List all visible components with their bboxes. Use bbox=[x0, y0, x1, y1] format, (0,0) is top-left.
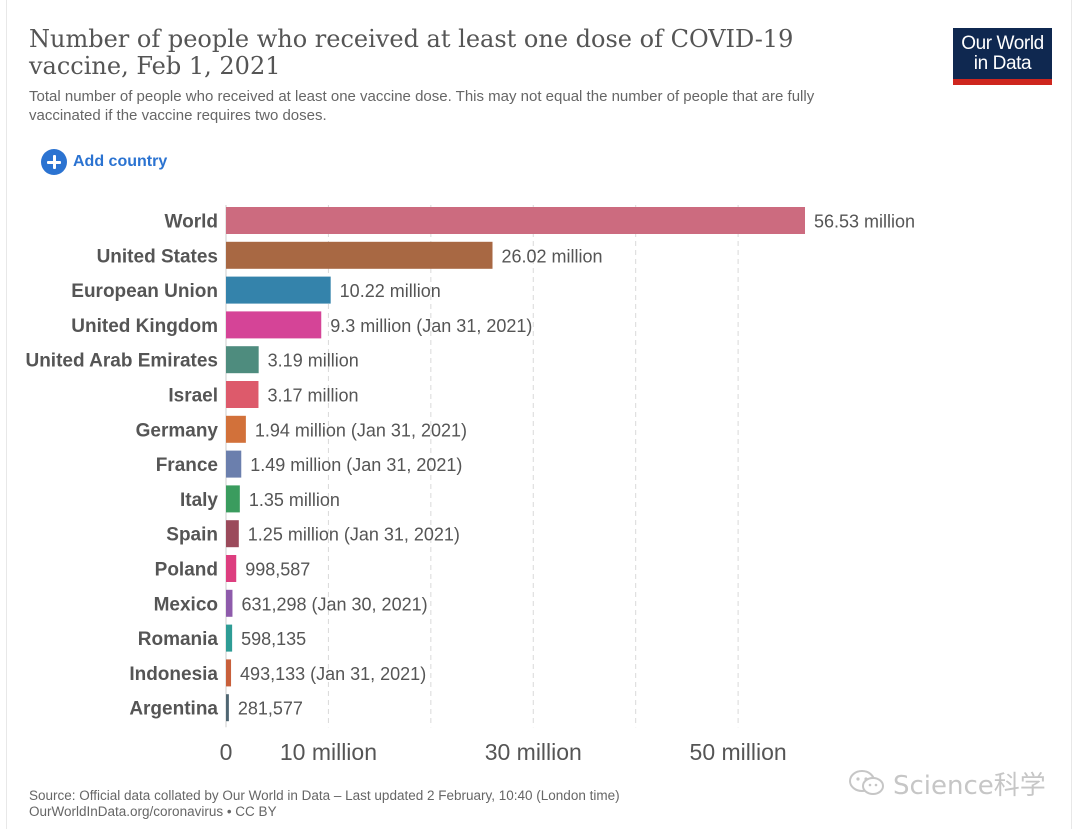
x-tick-label: 10 million bbox=[280, 739, 377, 765]
country-label[interactable]: Italy bbox=[180, 490, 218, 511]
country-label[interactable]: Spain bbox=[166, 525, 218, 546]
bar[interactable] bbox=[226, 659, 232, 687]
value-label: 26.02 million bbox=[502, 246, 603, 266]
country-label[interactable]: Poland bbox=[155, 560, 218, 581]
value-label: 10.22 million bbox=[340, 281, 441, 301]
value-label: 3.17 million bbox=[267, 386, 358, 406]
country-label[interactable]: Indonesia bbox=[129, 664, 218, 685]
x-tick-label: 50 million bbox=[690, 739, 787, 765]
value-label: 281,577 bbox=[238, 699, 303, 719]
country-label[interactable]: United Arab Emirates bbox=[25, 351, 218, 372]
x-axis-ticks: 0 10 million 30 million 50 million bbox=[220, 739, 787, 765]
bar[interactable] bbox=[226, 381, 259, 408]
plus-circle-icon bbox=[41, 149, 67, 175]
country-label[interactable]: United Kingdom bbox=[71, 316, 218, 337]
value-label: 3.19 million bbox=[268, 351, 359, 371]
value-label: 598,135 bbox=[241, 629, 306, 649]
x-tick-label: 0 bbox=[220, 739, 233, 765]
country-label[interactable]: United States bbox=[97, 246, 218, 267]
owid-logo[interactable]: Our World in Data bbox=[953, 28, 1052, 85]
add-country-label: Add country bbox=[73, 153, 168, 170]
country-label[interactable]: World bbox=[165, 212, 218, 233]
value-label: 998,587 bbox=[245, 560, 310, 580]
bar[interactable] bbox=[226, 624, 233, 652]
bar[interactable] bbox=[226, 694, 229, 722]
bar[interactable] bbox=[226, 311, 322, 339]
labels: World 56.53 million United States 26.02 mil… bbox=[25, 212, 915, 720]
bar[interactable] bbox=[226, 241, 493, 269]
add-country-button[interactable]: Add country bbox=[41, 148, 167, 176]
source-line-1: Source: Official data collated by Our Wo… bbox=[29, 788, 620, 803]
chart-subtitle: Total number of people who received at l… bbox=[29, 88, 815, 124]
frame-border-right bbox=[1071, 0, 1072, 829]
bars bbox=[226, 207, 805, 722]
bar[interactable] bbox=[226, 520, 239, 548]
logo-line-2: in Data bbox=[973, 52, 1032, 74]
value-label: 1.35 million bbox=[249, 490, 340, 510]
value-label: 493,133 (Jan 31, 2021) bbox=[240, 664, 426, 684]
country-label[interactable]: Argentina bbox=[129, 699, 218, 720]
bar[interactable] bbox=[226, 485, 240, 513]
value-label: 1.94 million (Jan 31, 2021) bbox=[255, 420, 467, 440]
watermark-text: Science科学 bbox=[893, 770, 1046, 801]
value-label: 1.25 million (Jan 31, 2021) bbox=[248, 525, 460, 545]
source-line-2[interactable]: OurWorldInData.org/coronavirus • CC BY bbox=[29, 804, 277, 819]
bar[interactable] bbox=[226, 207, 805, 234]
bar[interactable] bbox=[226, 276, 331, 304]
value-label: 56.53 million bbox=[814, 212, 915, 232]
bar[interactable] bbox=[226, 555, 237, 582]
country-label[interactable]: Germany bbox=[136, 420, 219, 441]
x-tick-label: 30 million bbox=[485, 739, 582, 765]
country-label[interactable]: Mexico bbox=[154, 594, 218, 615]
country-label[interactable]: Romania bbox=[138, 629, 219, 650]
bar[interactable] bbox=[226, 346, 259, 374]
chart-title: Number of people who received at least o… bbox=[29, 25, 794, 80]
country-label[interactable]: France bbox=[156, 455, 218, 476]
country-label[interactable]: Israel bbox=[168, 386, 218, 407]
value-label: 631,298 (Jan 30, 2021) bbox=[241, 594, 427, 614]
bar[interactable] bbox=[226, 589, 233, 617]
country-label[interactable]: European Union bbox=[71, 281, 218, 302]
source-note: Source: Official data collated by Our Wo… bbox=[29, 788, 789, 820]
frame-border-left bbox=[6, 0, 7, 829]
bar[interactable] bbox=[226, 415, 246, 443]
bar[interactable] bbox=[226, 450, 242, 478]
wechat-icon bbox=[849, 770, 884, 795]
value-label: 9.3 million (Jan 31, 2021) bbox=[330, 316, 532, 336]
watermark: Science科学 bbox=[847, 766, 1046, 801]
value-label: 1.49 million (Jan 31, 2021) bbox=[250, 455, 462, 475]
logo-line-1: Our World bbox=[961, 32, 1044, 54]
